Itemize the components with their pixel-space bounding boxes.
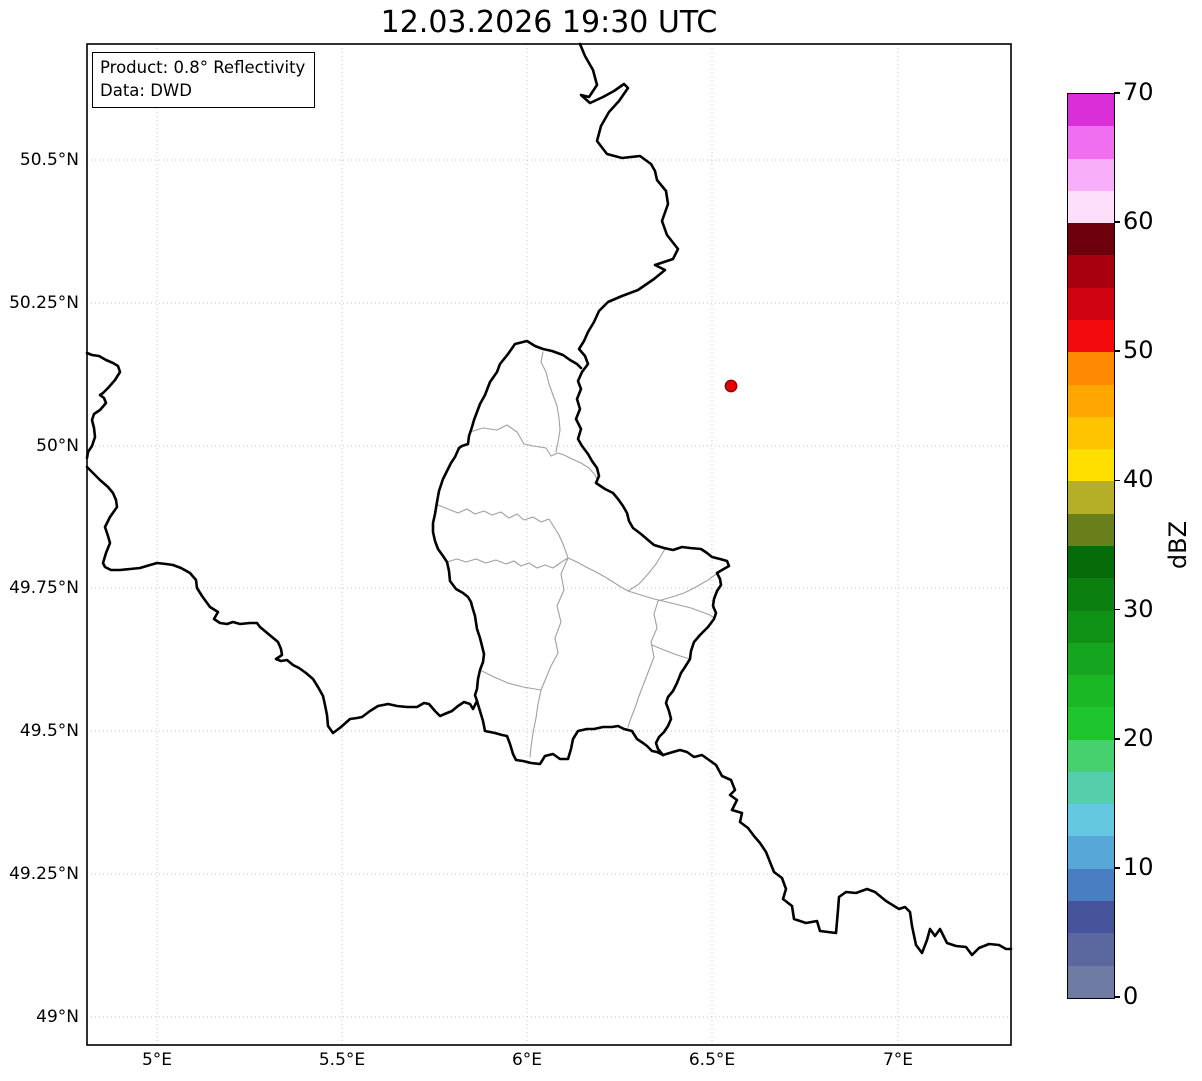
colorbar-segment	[1068, 933, 1114, 966]
colorbar-segment	[1068, 739, 1114, 772]
colorbar-segment	[1068, 610, 1114, 643]
latitude-tick-label: 49.25°N	[9, 864, 79, 884]
colorbar-segment	[1068, 578, 1114, 611]
latitude-tick-label: 49.75°N	[9, 578, 79, 598]
colorbar-tick-mark	[1114, 479, 1120, 482]
latitude-tick-label: 50.5°N	[19, 150, 79, 170]
admin-border-line	[437, 504, 569, 559]
latitude-tick-label: 50°N	[36, 436, 79, 456]
admin-border-line	[567, 557, 629, 592]
colorbar-tick-label: 20	[1123, 723, 1154, 752]
product-info-box: Product: 0.8° Reflectivity Data: DWD	[92, 52, 316, 108]
colorbar-tick-label: 40	[1123, 465, 1154, 494]
colorbar-segment	[1068, 868, 1114, 902]
colorbar-tick-label: 30	[1123, 594, 1154, 623]
country-border-line	[85, 351, 122, 460]
latitude-tick-label: 49.5°N	[19, 721, 79, 741]
colorbar-tick-label: 50	[1123, 336, 1154, 365]
admin-border-line	[627, 600, 659, 728]
colorbar	[1067, 93, 1115, 999]
colorbar-segment	[1068, 94, 1114, 127]
longitude-tick-label: 6.5°E	[688, 1050, 736, 1070]
colorbar-tick-label: 70	[1123, 77, 1154, 106]
colorbar-tick-mark	[1114, 608, 1120, 611]
radar-site-marker	[724, 379, 738, 393]
colorbar-tick-mark	[1114, 996, 1120, 998]
colorbar-tick-label: 0	[1123, 981, 1139, 1010]
colorbar-segment	[1068, 836, 1114, 869]
colorbar-segment	[1068, 804, 1114, 837]
colorbar-segment	[1068, 416, 1114, 450]
colorbar-segment	[1068, 449, 1114, 482]
colorbar-segment	[1068, 158, 1114, 191]
data-source-line: Data: DWD	[100, 81, 192, 100]
colorbar-tick-label: 60	[1123, 207, 1154, 236]
colorbar-segment	[1068, 513, 1114, 546]
colorbar-segment	[1068, 352, 1114, 385]
colorbar-tick-mark	[1114, 92, 1120, 94]
colorbar-segment	[1068, 642, 1114, 676]
admin-border-line	[479, 669, 542, 691]
admin-border-line	[627, 548, 666, 592]
colorbar-segment	[1068, 384, 1114, 417]
longitude-tick-label: 6°E	[511, 1050, 543, 1070]
figure-title: 12.03.2026 19:30 UTC	[380, 5, 718, 40]
colorbar-segment	[1068, 901, 1114, 934]
colorbar-segment	[1068, 675, 1114, 708]
colorbar-tick-mark	[1114, 221, 1120, 223]
country-border-line	[574, 42, 731, 757]
colorbar-axis-label: dBZ	[1164, 520, 1192, 570]
longitude-tick-label: 5°E	[141, 1050, 173, 1070]
colorbar-segment	[1068, 287, 1114, 320]
latitude-tick-label: 50.25°N	[9, 293, 79, 313]
admin-border-line	[540, 351, 561, 453]
admin-border-line	[529, 557, 569, 758]
colorbar-segment	[1068, 319, 1114, 353]
colorbar-tick-label: 10	[1123, 852, 1154, 881]
admin-border-line	[627, 590, 715, 619]
colorbar-segment	[1068, 707, 1114, 740]
colorbar-segment	[1068, 126, 1114, 159]
colorbar-segment	[1068, 223, 1114, 256]
country-border-line	[431, 339, 665, 766]
colorbar-tick-mark	[1114, 867, 1120, 869]
colorbar-segment	[1068, 190, 1114, 224]
colorbar-tick-mark	[1114, 350, 1120, 353]
map-frame	[86, 43, 1012, 1046]
longitude-tick-label: 5.5°E	[318, 1050, 366, 1070]
colorbar-tick-mark	[1114, 737, 1120, 740]
colorbar-segment	[1068, 481, 1114, 514]
colorbar-segment	[1068, 771, 1114, 805]
admin-border-line	[469, 424, 599, 482]
country-border-line	[661, 748, 1013, 957]
country-border-line	[85, 465, 479, 735]
admin-border-line	[446, 557, 569, 569]
product-info-line: Product: 0.8° Reflectivity	[100, 58, 306, 77]
colorbar-segment	[1068, 965, 1114, 998]
admin-border-line	[651, 644, 691, 660]
colorbar-segment	[1068, 545, 1114, 579]
latitude-tick-label: 49°N	[36, 1007, 79, 1027]
colorbar-segment	[1068, 255, 1114, 288]
longitude-tick-label: 7°E	[882, 1050, 914, 1070]
admin-border-line	[657, 571, 720, 602]
